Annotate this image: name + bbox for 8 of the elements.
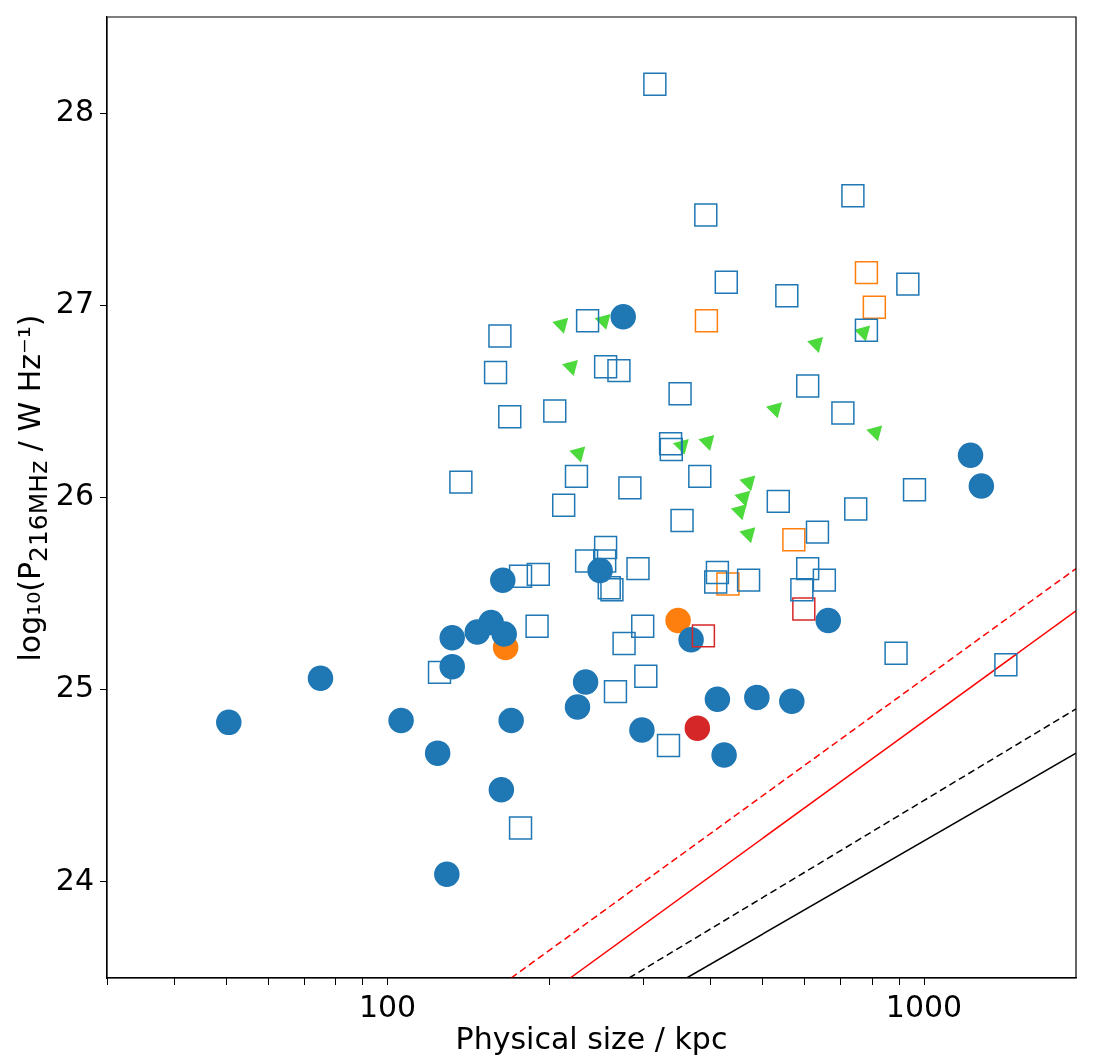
y-tick-label: 27 bbox=[55, 285, 94, 321]
y-tick-label: 24 bbox=[55, 861, 94, 897]
y-tick-label: 25 bbox=[55, 669, 94, 705]
x-axis-title: Physical size / kpc bbox=[455, 1020, 728, 1056]
x-tick-label: 1000 bbox=[885, 988, 963, 1024]
x-tick-label: 100 bbox=[358, 988, 417, 1024]
y-tick-label: 26 bbox=[55, 477, 94, 513]
y-tick-label: 28 bbox=[55, 92, 94, 128]
